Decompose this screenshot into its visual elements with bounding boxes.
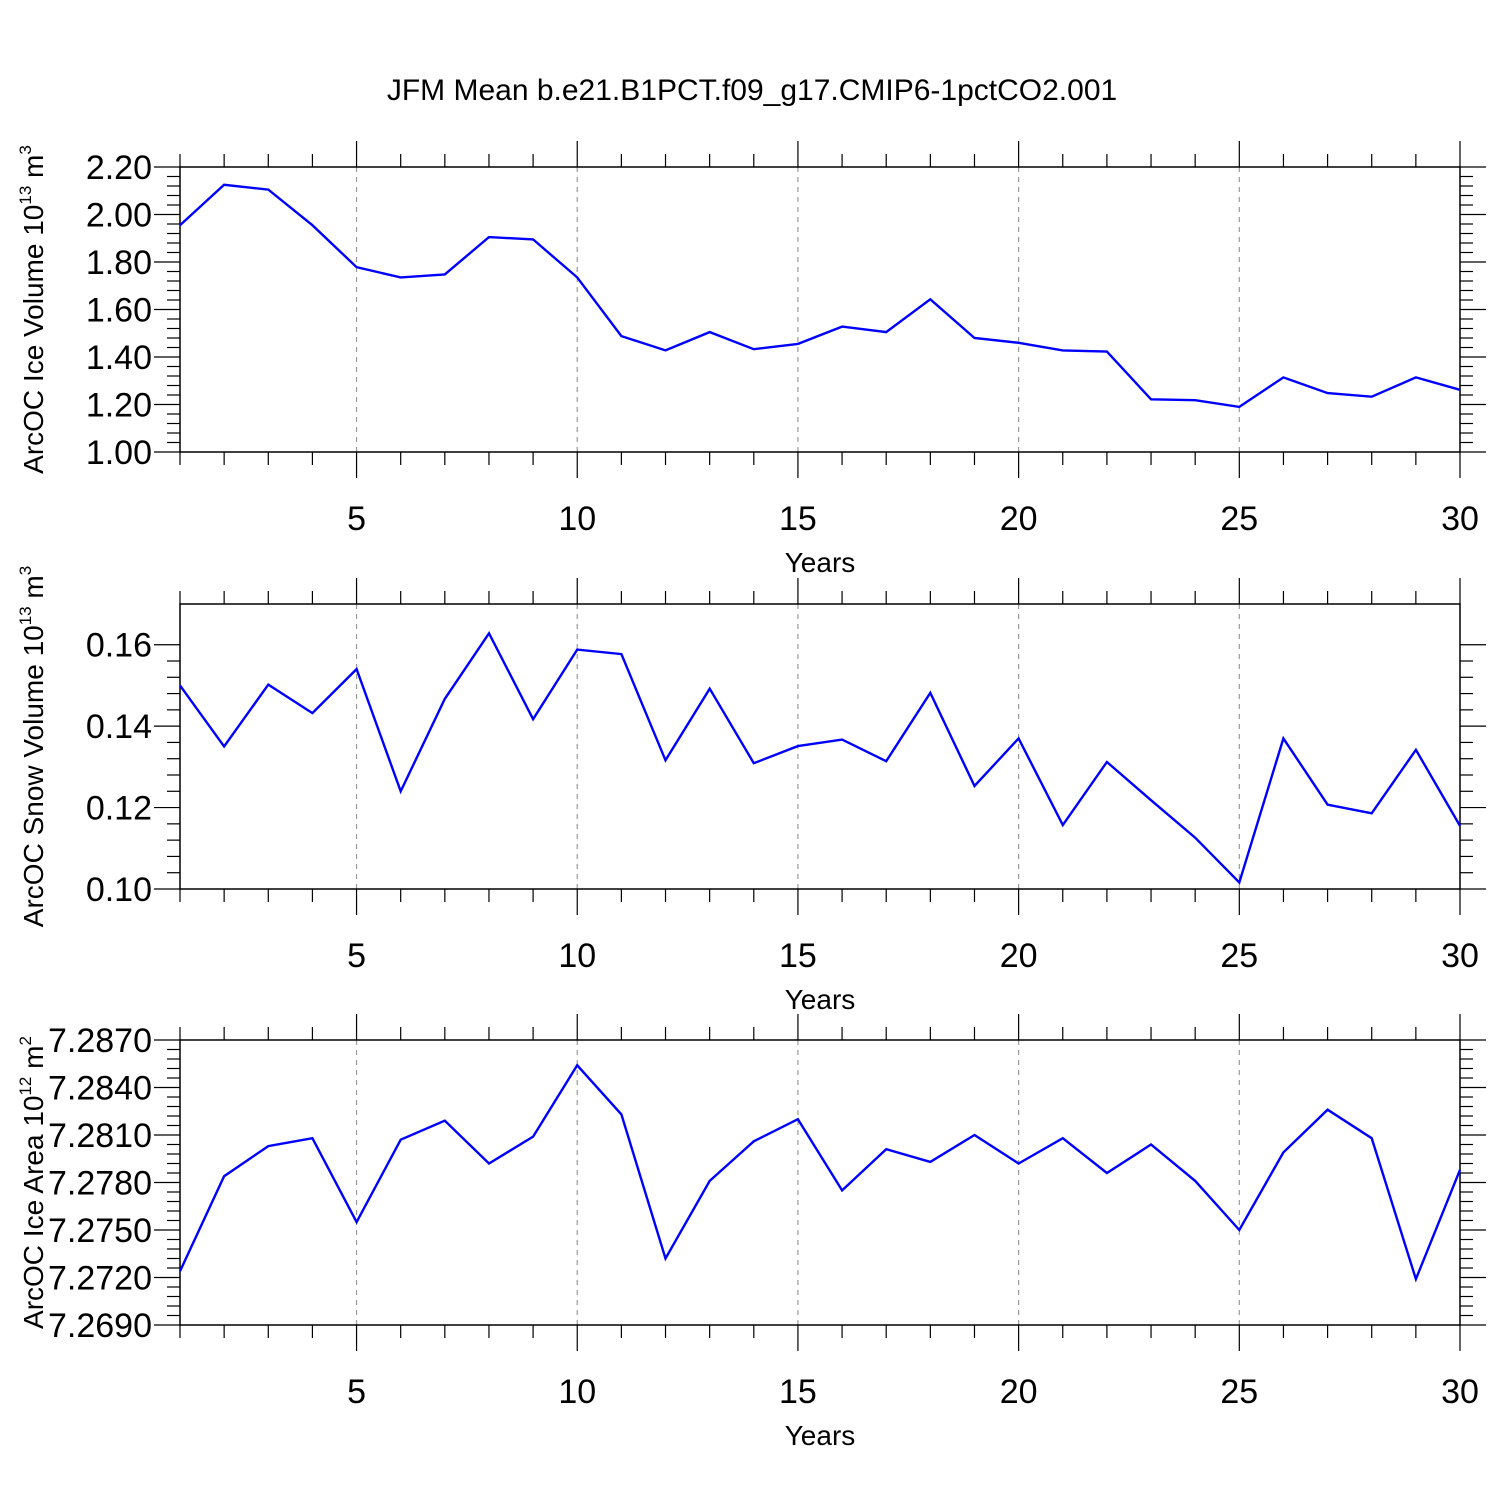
x-tick-label: 15	[779, 1373, 817, 1411]
y-tick-label: 1.20	[86, 387, 152, 425]
panel-2: 5 10 15 20 25 30 0.10 0.12 0.14 0.16 Years ArcOC Sn…	[16, 566, 1486, 1015]
y-tick-label: 0.16	[86, 627, 152, 665]
series-line	[179, 183, 1461, 409]
x-tick-label: 5	[347, 1373, 366, 1411]
x-tick-label: 10	[558, 937, 596, 975]
x-tick-label: 5	[347, 937, 366, 975]
y-tick-label: 1.40	[86, 339, 152, 377]
y-axis-label: ArcOC Ice Volume 1013 m3	[16, 145, 49, 474]
plot-frame	[179, 1039, 1461, 1326]
y-tick-label: 7.2750	[48, 1212, 152, 1250]
y-tick-label: 7.2690	[48, 1307, 152, 1345]
x-tick-label: 10	[558, 500, 596, 538]
y-tick-label: 7.2870	[48, 1022, 152, 1060]
chart-title: JFM Mean b.e21.B1PCT.f09_g17.CMIP6-1pctC…	[387, 74, 1117, 107]
y-tick-label: 1.00	[86, 434, 152, 472]
series-line	[178, 1063, 1462, 1283]
x-tick-label: 25	[1220, 937, 1258, 975]
series-line	[179, 630, 1462, 885]
plot-frame	[179, 166, 1461, 453]
y-tick-label: 0.14	[86, 708, 152, 746]
y-tick-label: 7.2840	[48, 1070, 152, 1108]
x-tick-label: 20	[1000, 1373, 1038, 1411]
x-tick-label: 20	[1000, 500, 1038, 538]
y-tick-label: 1.60	[86, 292, 152, 330]
x-tick-label: 15	[779, 500, 817, 538]
x-axis-label: Years	[785, 1420, 856, 1451]
y-axis-label: ArcOC Snow Volume 1013 m3	[16, 566, 49, 927]
panel-3: 5 10 15 20 25 30 7.2690 7.2720 7.2750 7.2780 7.281…	[16, 1014, 1486, 1451]
y-axis-label: ArcOC Ice Area 1012 m2	[16, 1036, 49, 1329]
y-tick-label: 2.00	[86, 197, 152, 235]
y-tick-label: 2.20	[86, 149, 152, 187]
plot-frame	[179, 603, 1461, 890]
x-tick-label: 30	[1441, 500, 1479, 538]
x-tick-label: 25	[1220, 500, 1258, 538]
x-axis-label: Years	[785, 547, 856, 578]
x-tick-label: 30	[1441, 1373, 1479, 1411]
y-tick-label: 7.2720	[48, 1260, 152, 1298]
y-tick-label: 7.2810	[48, 1117, 152, 1155]
x-tick-label: 20	[1000, 937, 1038, 975]
panel-1: 5 10 15 20 25 30 1.00 1.20 1.40 1.60 1.80 2.00 2.20 Y…	[16, 141, 1486, 578]
x-tick-label: 25	[1220, 1373, 1258, 1411]
y-tick-label: 7.2780	[48, 1165, 152, 1203]
x-axis-label: Years	[785, 984, 856, 1015]
x-tick-label: 30	[1441, 937, 1479, 975]
x-tick-label: 5	[347, 500, 366, 538]
y-tick-label: 0.12	[86, 790, 152, 828]
y-tick-label: 1.80	[86, 244, 152, 282]
y-tick-label: 0.10	[86, 871, 152, 909]
x-tick-label: 15	[779, 937, 817, 975]
x-tick-label: 10	[558, 1373, 596, 1411]
